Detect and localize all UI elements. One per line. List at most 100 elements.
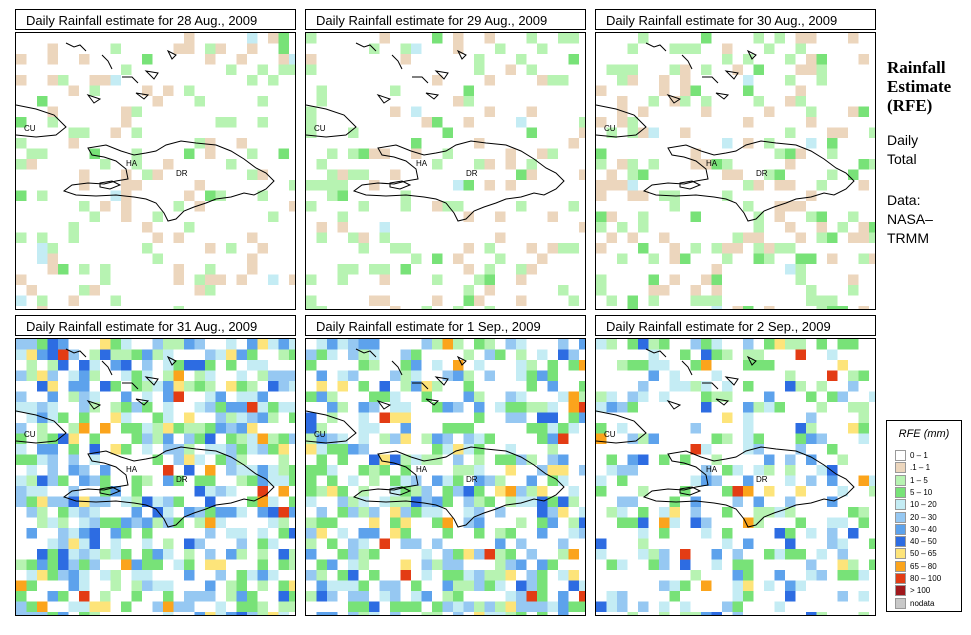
coastline-path xyxy=(434,70,449,80)
rain-cell xyxy=(701,349,712,360)
rain-cell xyxy=(795,433,806,444)
rain-cell xyxy=(627,306,638,309)
rainfall-map: CU HA DR xyxy=(15,32,296,310)
rain-cell xyxy=(268,370,279,381)
rain-cell xyxy=(16,349,27,360)
coastline-path xyxy=(135,398,150,406)
rain-cell xyxy=(306,106,317,117)
rain-cell xyxy=(432,295,443,306)
rain-cell xyxy=(659,285,670,296)
rain-cell xyxy=(194,370,205,381)
rain-cell xyxy=(79,391,90,402)
rain-cell xyxy=(205,591,216,602)
rain-cell xyxy=(827,232,838,243)
rain-cell xyxy=(547,444,558,455)
rain-cell xyxy=(579,391,585,402)
rain-cell xyxy=(442,370,453,381)
rain-cell xyxy=(743,232,754,243)
rain-cell xyxy=(537,486,548,497)
rain-cell xyxy=(764,360,775,371)
rain-cell xyxy=(848,274,859,285)
rain-cell xyxy=(79,580,90,591)
rain-cell xyxy=(806,475,817,486)
rain-cell xyxy=(732,559,743,570)
rain-cell xyxy=(79,601,90,612)
rain-cell xyxy=(110,190,121,201)
rain-cell xyxy=(226,117,237,128)
rain-cell xyxy=(390,517,401,528)
coastline-path xyxy=(679,486,702,496)
rain-cell xyxy=(858,570,869,581)
rain-cell xyxy=(558,601,569,612)
rain-cell xyxy=(627,159,638,170)
rain-cell xyxy=(348,591,359,602)
rain-cell xyxy=(131,349,142,360)
rain-cell xyxy=(648,549,659,560)
rain-cell xyxy=(16,454,27,465)
rain-cell xyxy=(194,96,205,107)
rain-cell xyxy=(701,381,712,392)
rain-cell xyxy=(100,486,111,497)
country-label-ha: HA xyxy=(706,465,718,474)
rain-cell xyxy=(184,85,195,96)
rain-cell xyxy=(411,507,422,518)
rain-cell xyxy=(411,370,422,381)
coastline-path xyxy=(376,94,392,104)
rain-cell xyxy=(58,433,69,444)
rain-cell xyxy=(173,43,184,54)
rain-cell xyxy=(690,507,701,518)
rain-cell xyxy=(774,570,785,581)
rain-cell xyxy=(337,570,348,581)
rain-cell xyxy=(753,496,764,507)
rain-cell xyxy=(837,127,848,138)
rain-cell xyxy=(795,148,806,159)
rain-cell xyxy=(806,106,817,117)
rain-cell xyxy=(848,423,859,434)
rain-cell xyxy=(247,423,258,434)
rain-cell xyxy=(711,454,722,465)
rain-cell xyxy=(379,232,390,243)
rain-cell xyxy=(596,148,607,159)
rain-cell xyxy=(442,517,453,528)
rain-cell xyxy=(474,64,485,75)
rain-cell xyxy=(306,423,317,434)
rain-cell xyxy=(400,486,411,497)
rain-cell xyxy=(226,528,237,539)
rain-cell xyxy=(701,159,712,170)
rain-cell xyxy=(722,54,733,65)
rain-cell xyxy=(690,43,701,54)
rain-cell xyxy=(131,496,142,507)
rain-cell xyxy=(442,339,453,350)
rain-cell xyxy=(764,253,775,264)
rain-cell xyxy=(764,339,775,350)
rain-cell xyxy=(327,444,338,455)
rain-cell xyxy=(837,591,848,602)
rain-cell xyxy=(743,381,754,392)
rain-cell xyxy=(79,370,90,381)
rain-cell xyxy=(194,360,205,371)
rain-cell xyxy=(26,612,37,615)
rain-cell xyxy=(16,274,27,285)
rain-cell xyxy=(58,517,69,528)
rain-cell xyxy=(484,243,495,254)
rain-cell xyxy=(268,211,279,222)
rain-cell xyxy=(163,360,174,371)
rain-cell xyxy=(348,538,359,549)
rain-cell xyxy=(110,127,121,138)
rain-cell xyxy=(596,85,607,96)
coastline-path xyxy=(376,400,392,410)
rain-cell xyxy=(152,96,163,107)
rain-cell xyxy=(268,339,279,350)
rain-cell xyxy=(858,306,869,309)
rain-cell xyxy=(495,43,506,54)
rain-cell xyxy=(421,454,432,465)
rain-cell xyxy=(327,475,338,486)
legend-swatch xyxy=(895,486,906,498)
rain-cell xyxy=(348,612,359,615)
rain-cell xyxy=(617,117,628,128)
rain-cell xyxy=(163,601,174,612)
rain-cell xyxy=(795,381,806,392)
rain-cell xyxy=(743,201,754,212)
rain-cell xyxy=(306,306,317,309)
rain-cell xyxy=(453,201,464,212)
